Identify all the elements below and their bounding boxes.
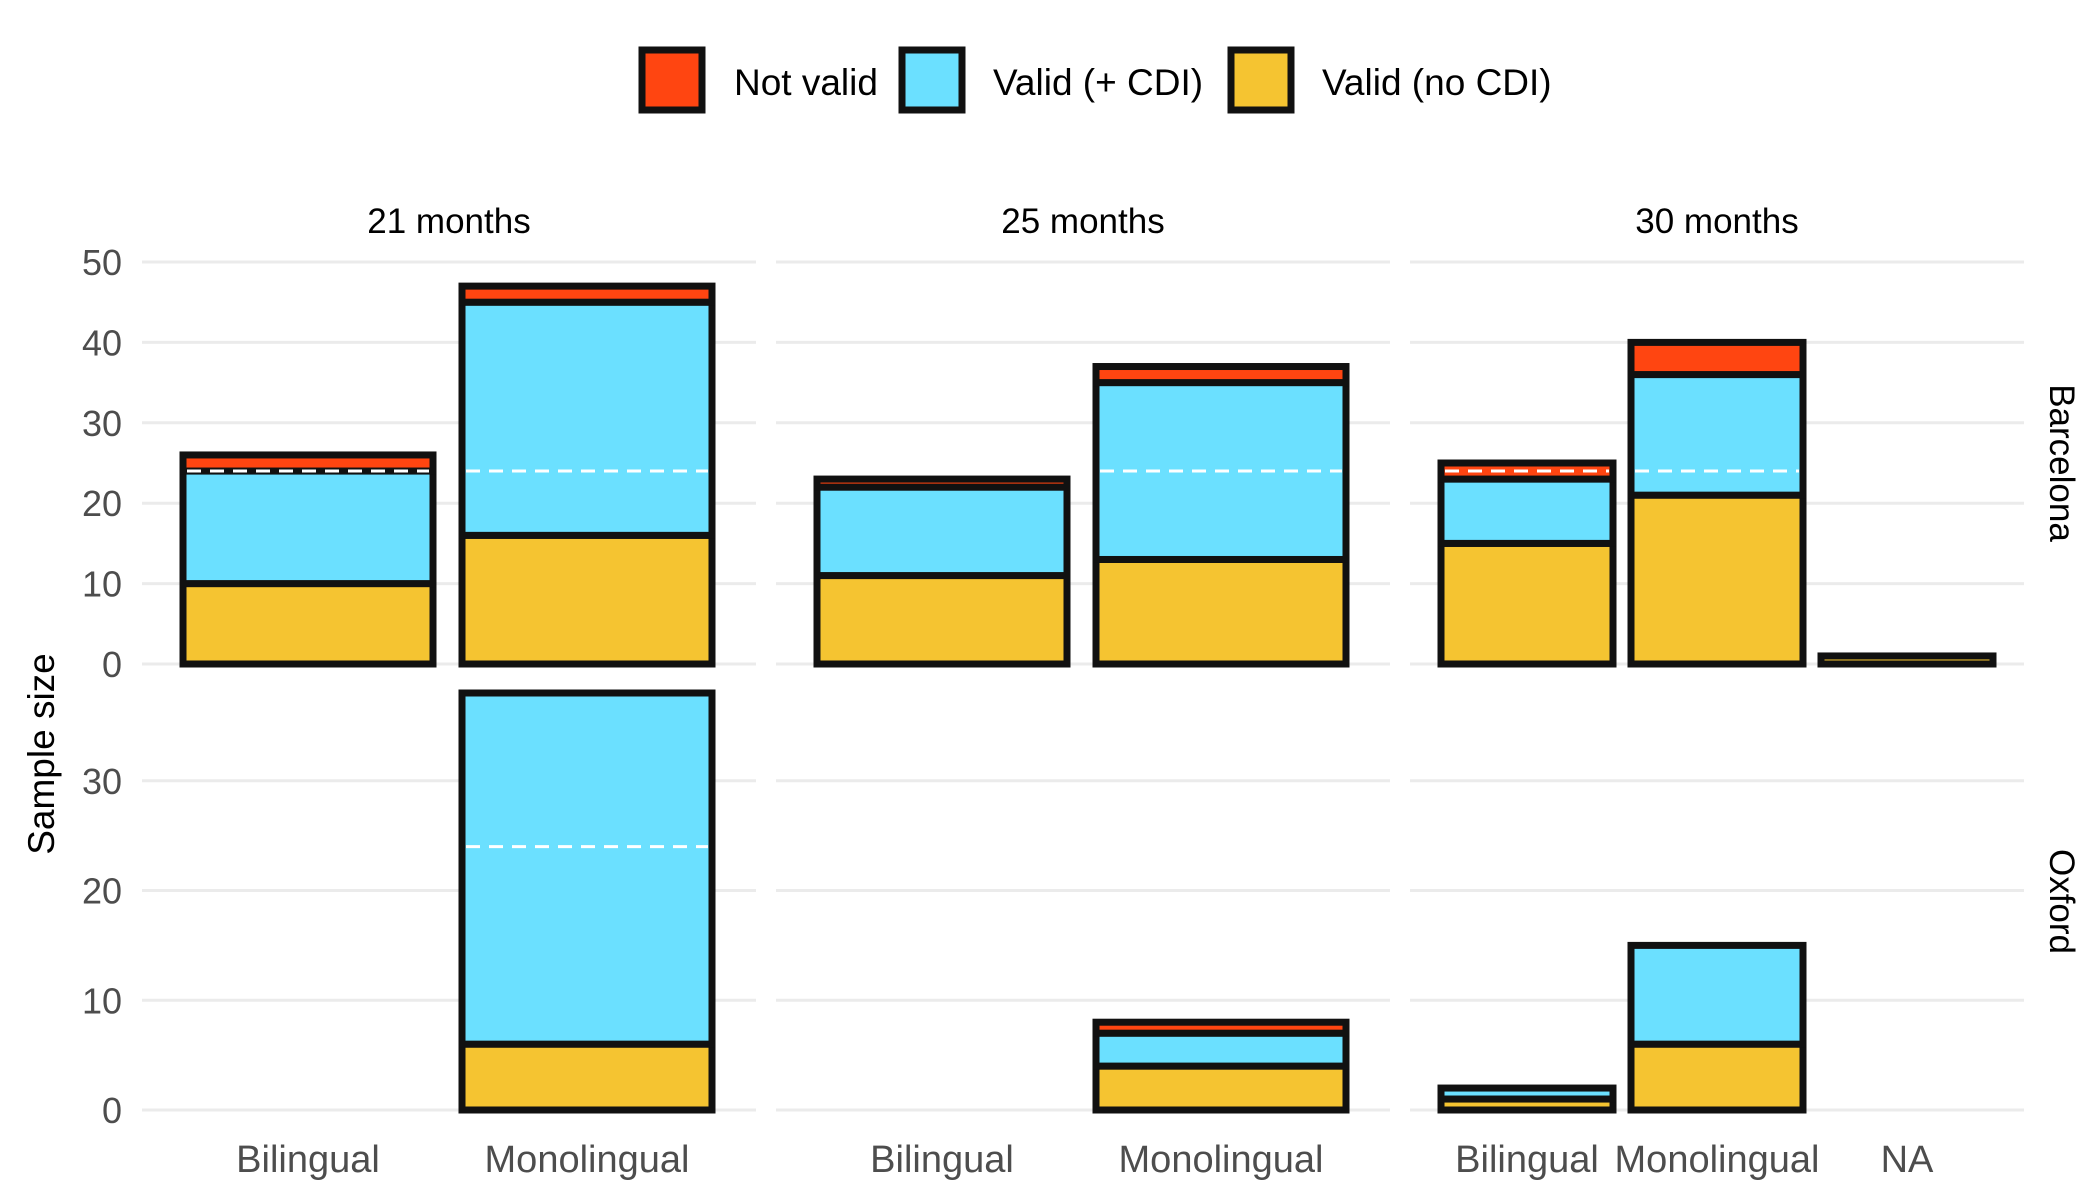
bar-segment-monolingual-valid_no_cdi — [1092, 1062, 1350, 1114]
facet-strip-label: 25 months — [1001, 202, 1164, 241]
facet-strip-label: 21 months — [367, 202, 530, 241]
bar-segment-monolingual-valid_no_cdi — [1627, 1040, 1807, 1114]
y-tick-label: 30 — [82, 403, 122, 444]
axis-labels: 21 months 25 months 30 months 0 10 20 30 40 50 Ba… — [82, 202, 2081, 1181]
x-tick-label: Bilingual — [1455, 1139, 1599, 1181]
bars — [179, 282, 1997, 1114]
bar-segment-monolingual-not_valid — [1092, 1018, 1350, 1037]
y-tick-label: 10 — [82, 980, 122, 1021]
y-tick-label: 10 — [82, 564, 122, 605]
bar-segment-monolingual-not_valid — [458, 282, 716, 306]
bar-segment-na-valid_no_cdi — [1817, 652, 1997, 668]
bar-segment-bilingual-valid_no_cdi — [1437, 539, 1617, 668]
x-tick-label: Bilingual — [870, 1139, 1014, 1181]
bar-segment-monolingual-valid_no_cdi — [1092, 555, 1350, 668]
bar-segment-monolingual-valid_cdi — [1627, 371, 1807, 499]
bar-segment-monolingual-valid_cdi — [1092, 1029, 1350, 1070]
bar-segment-bilingual-valid_cdi — [1437, 1084, 1617, 1103]
bar-segment-monolingual-valid_cdi — [458, 689, 716, 1048]
facet-row-label: Oxford — [2042, 849, 2081, 954]
legend-swatch-valid_no_cdi — [1227, 46, 1295, 114]
y-tick-label: 0 — [102, 1090, 122, 1131]
y-tick-label: 30 — [82, 761, 122, 802]
x-tick-label: Monolingual — [1615, 1139, 1820, 1181]
bar-segment-bilingual-valid_cdi — [813, 483, 1071, 580]
legend-swatch-not_valid — [638, 46, 706, 114]
y-tick-label: 50 — [82, 242, 122, 283]
bar-segment-bilingual-valid_no_cdi — [813, 572, 1071, 668]
bar-segment-monolingual-not_valid — [1627, 338, 1807, 379]
facet-strip-label: 30 months — [1635, 202, 1798, 241]
legend-label-valid_no_cdi: Valid (no CDI) — [1322, 62, 1552, 103]
legend-label-not_valid: Not valid — [734, 62, 878, 103]
bar-segment-bilingual-valid_cdi — [179, 467, 437, 588]
y-tick-label: 20 — [82, 483, 122, 524]
y-tick-label: 20 — [82, 871, 122, 912]
chart-legend: Not valid Valid (+ CDI) Valid (no CDI) — [638, 46, 1552, 114]
y-axis-title: Sample size — [21, 653, 62, 855]
legend-label-valid_cdi: Valid (+ CDI) — [993, 62, 1203, 103]
x-tick-label: Monolingual — [485, 1139, 690, 1181]
bar-segment-bilingual-not_valid — [179, 451, 437, 475]
y-tick-label: 40 — [82, 322, 122, 363]
x-tick-label: Bilingual — [236, 1139, 380, 1181]
bar-segment-monolingual-valid_cdi — [458, 298, 716, 539]
facet-row-label: Barcelona — [2042, 384, 2081, 542]
bar-segment-monolingual-valid_no_cdi — [1627, 491, 1807, 668]
bar-segment-monolingual-valid_no_cdi — [458, 1040, 716, 1114]
y-tick-label: 0 — [102, 644, 122, 685]
bar-segment-bilingual-not_valid — [813, 475, 1071, 491]
x-tick-label: Monolingual — [1119, 1139, 1324, 1181]
bar-segment-monolingual-valid_cdi — [1627, 941, 1807, 1048]
bar-segment-monolingual-valid_no_cdi — [458, 531, 716, 668]
reference-lines — [187, 469, 1799, 849]
x-tick-label: NA — [1881, 1139, 1934, 1181]
legend-swatch-valid_cdi — [898, 46, 966, 114]
bar-segment-bilingual-valid_no_cdi — [179, 580, 437, 668]
bar-segment-bilingual-valid_cdi — [1437, 475, 1617, 547]
bar-segment-monolingual-not_valid — [1092, 363, 1350, 387]
